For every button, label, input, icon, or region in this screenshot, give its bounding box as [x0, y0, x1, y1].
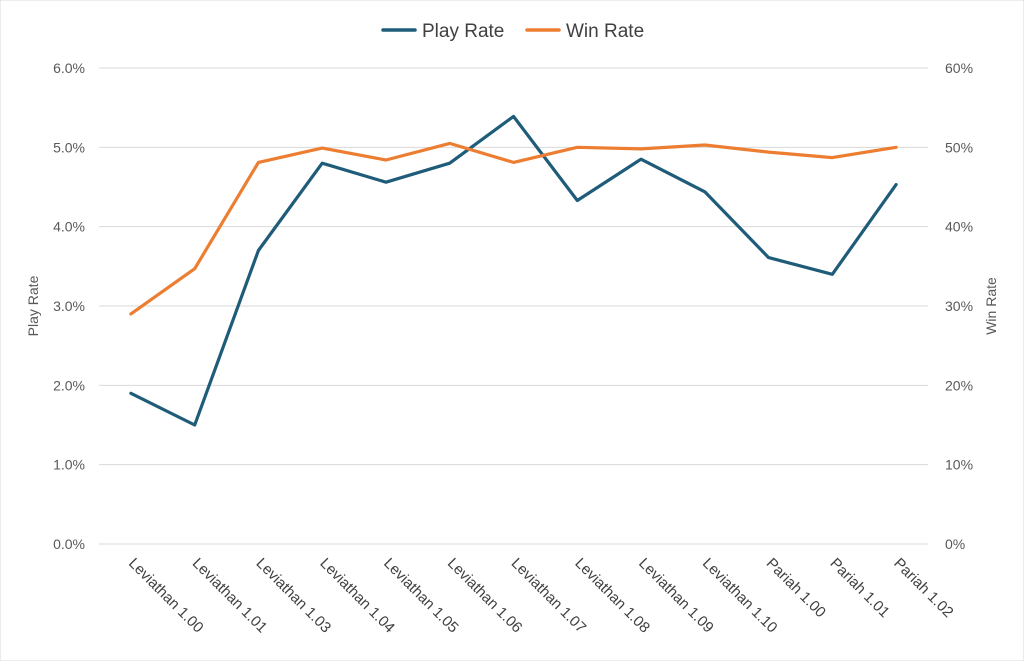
right-tick-label: 60% — [945, 60, 973, 76]
left-tick-label: 3.0% — [53, 298, 85, 314]
legend-label: Win Rate — [566, 21, 644, 42]
legend-label: Play Rate — [422, 21, 504, 42]
right-tick-label: 30% — [945, 298, 973, 314]
left-tick-label: 5.0% — [53, 139, 85, 155]
right-tick-label: 20% — [945, 377, 973, 393]
left-tick-label: 0.0% — [53, 536, 85, 552]
right-tick-label: 40% — [945, 219, 973, 235]
legend: Play Rate Win Rate — [381, 21, 644, 42]
left-axis-title: Play Rate — [25, 275, 41, 336]
right-tick-label: 10% — [945, 457, 973, 473]
left-axis: 0.0% 1.0% 2.0% 3.0% 4.0% 5.0% 6.0% — [53, 60, 85, 552]
series-line-play-rate — [129, 114, 898, 427]
series-line-win-rate — [129, 141, 898, 316]
right-axis-title: Win Rate — [983, 277, 999, 335]
left-tick-label: 1.0% — [53, 457, 85, 473]
left-tick-label: 2.0% — [53, 377, 85, 393]
right-tick-label: 50% — [945, 139, 973, 155]
left-tick-label: 4.0% — [53, 219, 85, 235]
right-tick-label: 0% — [945, 536, 965, 552]
left-tick-label: 6.0% — [53, 60, 85, 76]
series-lines — [129, 114, 898, 427]
right-axis: 0% 10% 20% 30% 40% 50% 60% — [945, 60, 973, 552]
